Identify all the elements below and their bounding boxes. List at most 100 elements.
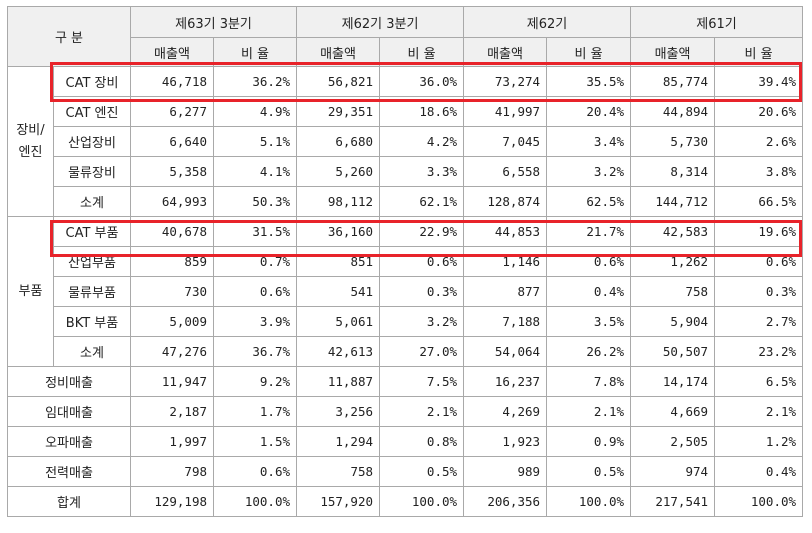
- sales-cell: 73,274: [463, 66, 548, 97]
- row-label: CAT 부품: [53, 216, 131, 247]
- ratio-cell: 31.5%: [212, 216, 298, 247]
- ratio-cell: 36.2%: [212, 66, 298, 97]
- sales-table: 구 분 제63기 3분기 제62기 3분기 제62기 제61기 매출액 비 율 …: [7, 6, 804, 517]
- group-equipment-engine: 장비/엔진: [7, 66, 54, 217]
- row-label: 임대매출: [7, 396, 131, 427]
- ratio-cell: 4.2%: [379, 126, 465, 157]
- ratio-cell: 21.7%: [546, 216, 632, 247]
- ratio-cell: 20.4%: [546, 96, 632, 127]
- period-header-3: 제62기: [463, 6, 632, 38]
- ratio-cell: 27.0%: [379, 336, 465, 367]
- sales-cell: 6,277: [130, 96, 214, 127]
- sales-subheader: 매출액: [463, 37, 548, 67]
- sales-cell: 56,821: [296, 66, 381, 97]
- table-row: 부품 CAT 부품 40,678 31.5% 36,160 22.9% 44,853 21.7…: [7, 216, 804, 367]
- ratio-subheader: 비 율: [379, 37, 465, 67]
- sales-cell: 1,997: [130, 426, 214, 457]
- sales-cell: 40,678: [130, 216, 214, 247]
- sales-cell: 29,351: [296, 96, 381, 127]
- sales-cell: 64,993: [130, 186, 214, 217]
- period-header-4: 제61기: [630, 6, 804, 38]
- sales-subheader: 매출액: [130, 37, 214, 67]
- sales-cell: 541: [296, 276, 381, 307]
- table-row: 물류장비 5,358 4.1% 5,260 3.3% 6,558 3.2% 8,314 3.8%: [8, 156, 804, 187]
- ratio-cell: 100.0%: [212, 486, 298, 517]
- group-label: 엔진: [18, 144, 43, 160]
- ratio-subheader: 비 율: [714, 37, 804, 67]
- sales-cell: 46,718: [130, 66, 214, 97]
- ratio-cell: 0.9%: [546, 426, 632, 457]
- ratio-cell: 2.7%: [714, 306, 804, 337]
- row-label: CAT 엔진: [53, 96, 131, 127]
- ratio-cell: 3.5%: [546, 306, 632, 337]
- sales-cell: 128,874: [463, 186, 548, 217]
- ratio-cell: 23.2%: [714, 336, 804, 367]
- ratio-cell: 3.3%: [379, 156, 465, 187]
- row-label: 물류부품: [53, 276, 131, 307]
- ratio-cell: 100.0%: [714, 486, 804, 517]
- ratio-cell: 4.9%: [212, 96, 298, 127]
- ratio-cell: 0.6%: [379, 246, 465, 277]
- table-row: 전력매출 798 0.6% 758 0.5% 989 0.5% 974 0.4%: [7, 456, 804, 487]
- sales-cell: 11,947: [130, 366, 214, 397]
- sales-cell: 36,160: [296, 216, 381, 247]
- ratio-cell: 3.2%: [379, 306, 465, 337]
- sales-cell: 42,613: [296, 336, 381, 367]
- sales-cell: 50,507: [630, 336, 716, 367]
- ratio-cell: 1.7%: [212, 396, 298, 427]
- table-row: BKT 부품 5,009 3.9% 5,061 3.2% 7,188 3.5% 5,904 2.…: [8, 306, 804, 337]
- ratio-cell: 4.1%: [212, 156, 298, 187]
- ratio-cell: 0.3%: [379, 276, 465, 307]
- table-row: 임대매출 2,187 1.7% 3,256 2.1% 4,269 2.1% 4,669 2.1%: [7, 396, 804, 427]
- row-label: CAT 장비: [53, 66, 131, 97]
- sales-cell: 859: [130, 246, 214, 277]
- table-row: 오파매출 1,997 1.5% 1,294 0.8% 1,923 0.9% 2,505 1.2%: [7, 426, 804, 457]
- ratio-cell: 2.1%: [546, 396, 632, 427]
- sales-cell: 206,356: [463, 486, 548, 517]
- ratio-subheader: 비 율: [212, 37, 298, 67]
- sales-cell: 1,262: [630, 246, 716, 277]
- sales-cell: 5,009: [130, 306, 214, 337]
- ratio-subheader: 비 율: [546, 37, 632, 67]
- ratio-cell: 7.5%: [379, 366, 465, 397]
- ratio-cell: 0.5%: [379, 456, 465, 487]
- ratio-cell: 0.6%: [714, 246, 804, 277]
- sales-cell: 7,188: [463, 306, 548, 337]
- ratio-cell: 0.4%: [714, 456, 804, 487]
- ratio-cell: 2.6%: [714, 126, 804, 157]
- ratio-cell: 0.6%: [212, 456, 298, 487]
- sales-cell: 11,887: [296, 366, 381, 397]
- table-row: 소계 47,276 36.7% 42,613 27.0% 54,064 26.2% 50,50…: [8, 336, 804, 367]
- ratio-cell: 18.6%: [379, 96, 465, 127]
- ratio-cell: 3.4%: [546, 126, 632, 157]
- ratio-cell: 22.9%: [379, 216, 465, 247]
- sales-cell: 5,904: [630, 306, 716, 337]
- sales-subheader: 매출액: [630, 37, 716, 67]
- table-header: 구 분 제63기 3분기 제62기 3분기 제62기 제61기 매출액 비 율 …: [7, 6, 804, 67]
- sales-cell: 14,174: [630, 366, 716, 397]
- row-label: 산업장비: [53, 126, 131, 157]
- sales-cell: 2,505: [630, 426, 716, 457]
- sales-cell: 6,558: [463, 156, 548, 187]
- ratio-cell: 20.6%: [714, 96, 804, 127]
- sales-cell: 974: [630, 456, 716, 487]
- table-row: 장비/엔진 CAT 장비 46,718 36.2% 56,821 36.0% 73,274 3…: [7, 66, 804, 217]
- row-label: 소계: [53, 186, 131, 217]
- ratio-cell: 0.6%: [546, 246, 632, 277]
- sales-cell: 758: [296, 456, 381, 487]
- ratio-cell: 39.4%: [714, 66, 804, 97]
- sales-cell: 6,640: [130, 126, 214, 157]
- sales-cell: 989: [463, 456, 548, 487]
- ratio-cell: 2.1%: [714, 396, 804, 427]
- table-row: CAT 엔진 6,277 4.9% 29,351 18.6% 41,997 20.4% 44,…: [8, 96, 804, 127]
- row-label: 소계: [53, 336, 131, 367]
- sales-subheader: 매출액: [296, 37, 381, 67]
- division-header: 구 분: [7, 6, 131, 67]
- ratio-cell: 3.8%: [714, 156, 804, 187]
- sales-cell: 85,774: [630, 66, 716, 97]
- ratio-cell: 6.5%: [714, 366, 804, 397]
- ratio-cell: 26.2%: [546, 336, 632, 367]
- sales-cell: 54,064: [463, 336, 548, 367]
- ratio-cell: 36.0%: [379, 66, 465, 97]
- sales-cell: 217,541: [630, 486, 716, 517]
